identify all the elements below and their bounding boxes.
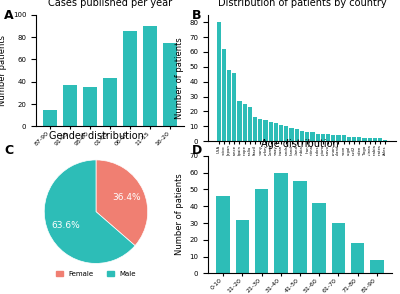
Bar xyxy=(290,128,294,141)
Bar xyxy=(357,137,362,141)
Wedge shape xyxy=(96,160,148,246)
Text: C: C xyxy=(4,144,13,157)
Bar xyxy=(258,119,262,141)
Bar xyxy=(253,117,257,141)
Bar xyxy=(383,140,388,141)
Bar xyxy=(227,70,231,141)
Y-axis label: Number of patients: Number of patients xyxy=(175,37,184,119)
Bar xyxy=(351,243,364,273)
Bar xyxy=(336,135,340,141)
Bar xyxy=(331,135,335,141)
Bar xyxy=(274,173,288,273)
Bar xyxy=(295,129,299,141)
Title: Cases published per year: Cases published per year xyxy=(48,0,172,8)
Bar xyxy=(274,123,278,141)
Bar xyxy=(103,78,117,126)
Bar xyxy=(216,196,230,273)
Bar xyxy=(321,134,325,141)
Bar xyxy=(305,132,309,141)
Bar xyxy=(255,189,268,273)
Bar xyxy=(123,31,137,126)
Bar xyxy=(236,220,249,273)
Bar xyxy=(43,110,57,126)
Legend: Female, Male: Female, Male xyxy=(53,268,139,279)
Bar xyxy=(264,120,268,141)
Bar xyxy=(163,43,177,126)
Bar xyxy=(293,181,307,273)
Bar xyxy=(216,22,221,141)
Bar xyxy=(342,135,346,141)
Bar xyxy=(300,131,304,141)
Bar xyxy=(242,104,247,141)
Text: D: D xyxy=(192,144,202,157)
Bar xyxy=(368,138,372,141)
Text: 63.6%: 63.6% xyxy=(51,221,80,230)
Text: A: A xyxy=(4,9,14,22)
Bar xyxy=(326,134,330,141)
Text: B: B xyxy=(192,9,202,22)
Bar xyxy=(143,26,157,126)
Bar xyxy=(370,260,384,273)
Wedge shape xyxy=(44,160,135,263)
Bar xyxy=(378,138,382,141)
Y-axis label: Number of patients: Number of patients xyxy=(175,174,184,255)
Bar xyxy=(332,223,345,273)
Bar xyxy=(83,87,97,126)
Bar xyxy=(373,138,377,141)
Bar xyxy=(222,49,226,141)
Text: 36.4%: 36.4% xyxy=(112,193,141,202)
Title: Distribution of patients by country: Distribution of patients by country xyxy=(218,0,386,8)
Bar xyxy=(237,101,242,141)
Bar xyxy=(316,134,320,141)
Bar xyxy=(284,126,288,141)
Bar xyxy=(347,137,351,141)
Bar xyxy=(269,122,273,141)
Bar xyxy=(63,85,77,126)
Bar xyxy=(232,73,236,141)
Bar xyxy=(310,132,314,141)
Bar xyxy=(362,138,367,141)
Bar xyxy=(279,125,283,141)
Title: Gender distribution: Gender distribution xyxy=(48,131,144,141)
Bar xyxy=(312,203,326,273)
Bar xyxy=(352,137,356,141)
Y-axis label: Number patients: Number patients xyxy=(0,35,7,106)
Bar xyxy=(248,107,252,141)
Title: Age distribution: Age distribution xyxy=(261,139,339,149)
